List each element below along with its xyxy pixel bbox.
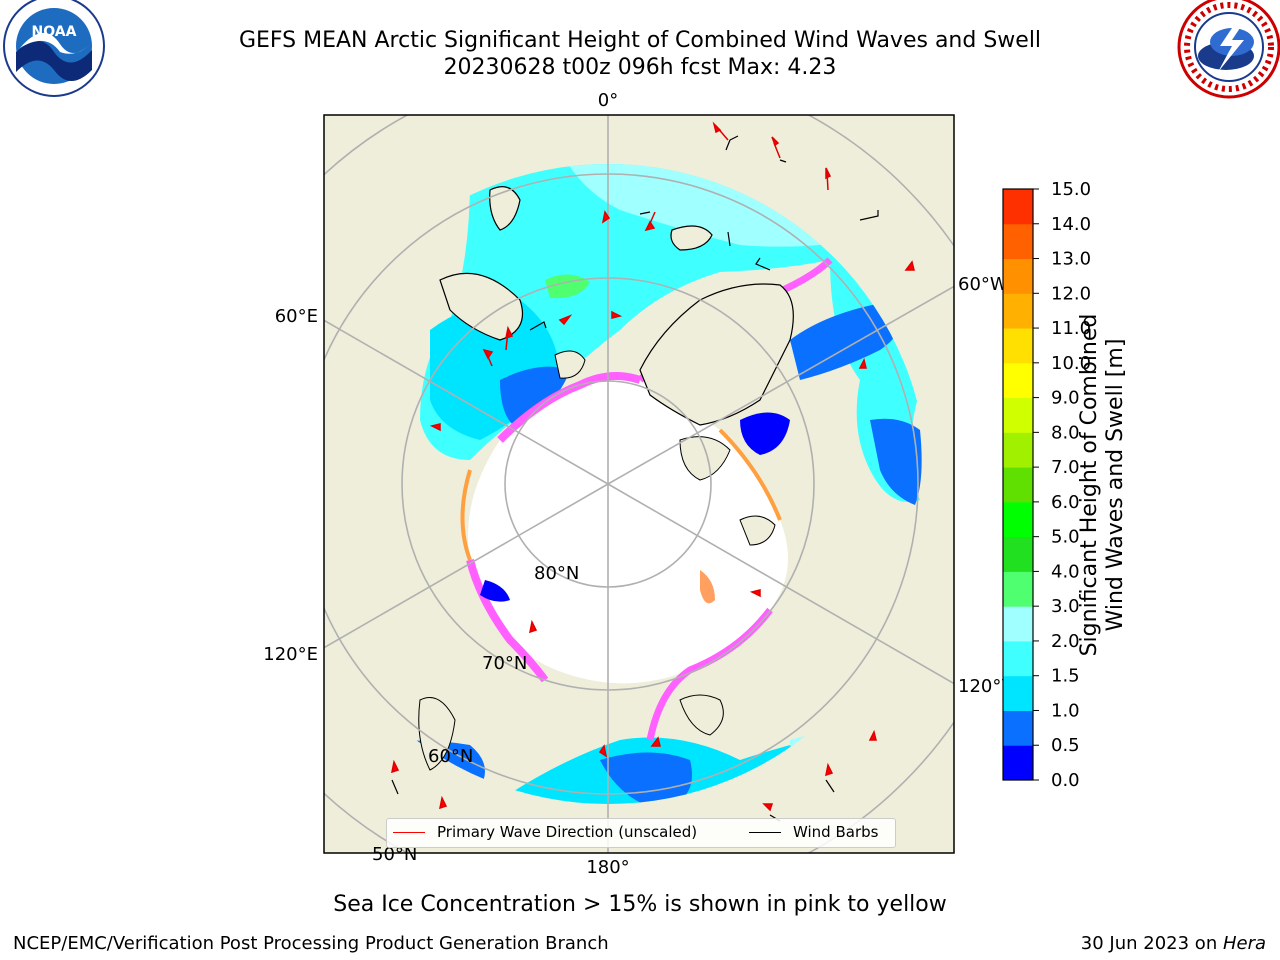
colorbar-segment: [1003, 397, 1033, 433]
colorbar-segment: [1003, 258, 1033, 294]
land-kamchatka: [418, 697, 456, 771]
land-victoria-island: [739, 515, 776, 546]
colorbar-segment: [1003, 640, 1033, 677]
ice-patch-beaufort: [700, 570, 715, 604]
wave-field-baffin-bay: [740, 412, 790, 455]
colorbar-segment: [1003, 189, 1033, 225]
ice-edge-kara: [460, 469, 472, 561]
lon-label-60e: 60°E: [275, 306, 318, 327]
colorbar-tick-label: 2.0: [1051, 631, 1080, 652]
sea-ice-caption: Sea Ice Concentration > 15% is shown in …: [333, 892, 947, 917]
lat-label-50n: 50°N: [372, 844, 417, 865]
wave-field-baffin-low: [790, 300, 903, 380]
colorbar-tick-label: 8.0: [1051, 422, 1080, 443]
footer-date: 30 Jun 2023 on Hera: [1081, 933, 1266, 954]
colorbar-tick-label: 9.0: [1051, 388, 1080, 409]
colorbar-tick-label: 13.0: [1051, 249, 1091, 270]
legend-item-wave-direction: Primary Wave Direction (unscaled): [393, 823, 697, 841]
lat-label-60n: 60°N: [428, 746, 473, 767]
footer-organization: NCEP/EMC/Verification Post Processing Pr…: [13, 933, 609, 954]
lon-label-180: 180°: [586, 857, 629, 878]
colorbar-tick-label: 7.0: [1051, 457, 1080, 478]
colorbar-frame: [1002, 188, 1034, 781]
colorbar-tick-label: 5.0: [1051, 527, 1080, 548]
colorbar-label: Significant Height of Combined Wind Wave…: [1077, 305, 1129, 665]
legend-label-wind-barbs: Wind Barbs: [793, 823, 879, 841]
colorbar-segment: [1003, 432, 1033, 468]
colorbar-tick-label: 1.0: [1051, 700, 1080, 721]
legend-label-wave-direction: Primary Wave Direction (unscaled): [437, 823, 698, 841]
wave-direction-arrows: [391, 121, 915, 812]
land-british-isles: [489, 186, 521, 231]
colorbar-tick-label: 11.0: [1051, 318, 1091, 339]
map-frame: [323, 114, 955, 854]
colorbar-tick-label: 4.0: [1051, 561, 1080, 582]
chart-subtitle: 20230628 t00z 096h fcst Max: 4.23: [443, 55, 837, 80]
land-svalbard: [554, 350, 586, 379]
nws-logo: [1177, 0, 1280, 99]
colorbar-segment: [1003, 745, 1033, 781]
noaa-logo-text: NOAA: [32, 24, 77, 40]
wave-field-laptev: [480, 580, 510, 602]
lat-label-80n: 80°N: [534, 563, 579, 584]
colorbar-tick-label: 0.0: [1051, 770, 1080, 791]
lat-label-70n: 70°N: [482, 653, 527, 674]
lon-label-120e: 120°E: [263, 644, 318, 665]
colorbar-segment: [1003, 467, 1033, 503]
colorbar-label-line2: Wind Waves and Swell [m]: [1103, 338, 1128, 632]
colorbar: 0.0 0.5 1.0 1.5 2.0 3.0 4.0 5.0 6.0 7.0 8.0 9.0 10.0…: [1002, 179, 1091, 791]
colorbar-tick-label: 1.5: [1051, 666, 1080, 687]
colorbar-tick-label: 6.0: [1051, 492, 1080, 513]
wave-field-barents-low: [500, 366, 570, 430]
colorbar-tick-label: 10.0: [1051, 353, 1091, 374]
colorbar-segment: [1003, 536, 1033, 572]
colorbar-segment: [1003, 675, 1033, 711]
colorbar-label-line1: Significant Height of Combined: [1077, 313, 1102, 657]
land-scandinavia: [439, 272, 524, 341]
ice-edge-siberia: [466, 559, 549, 683]
lon-label-0: 0°: [598, 90, 618, 111]
colorbar-tick-label: 15.0: [1051, 179, 1091, 200]
land-ellesmere: [679, 436, 731, 481]
wave-field-hudson-strait: [870, 418, 922, 505]
colorbar-segment: [1003, 710, 1033, 746]
land-alaska-coast: [679, 694, 724, 736]
colorbar-segment: [1003, 606, 1033, 642]
colorbar-tick-label: 14.0: [1051, 214, 1091, 235]
colorbar-segment: [1003, 328, 1033, 364]
wind-barbs: [391, 135, 879, 822]
colorbar-segment: [1003, 293, 1033, 329]
legend-swatch-red: [393, 831, 425, 833]
footer-date-text: 30 Jun 2023 on: [1080, 933, 1223, 954]
colorbar-segment: [1003, 223, 1033, 260]
footer-host: Hera: [1222, 933, 1266, 954]
lon-label-60w: 60°W: [958, 274, 1008, 295]
chart-title: GEFS MEAN Arctic Significant Height of C…: [238, 28, 1042, 53]
map-legend: Primary Wave Direction (unscaled) Wind B…: [386, 818, 896, 848]
noaa-logo: NOAA: [3, 0, 105, 97]
legend-swatch-black: [749, 831, 781, 833]
map-graticule: [324, 115, 954, 853]
colorbar-segment: [1003, 362, 1033, 399]
ice-edge-canada: [718, 428, 782, 521]
colorbar-tick-label: 3.0: [1051, 596, 1080, 617]
colorbar-segment: [1003, 501, 1033, 538]
wave-field-atlantic-mid: [560, 164, 860, 247]
colorbar-segment: [1003, 571, 1033, 607]
colorbar-tick-label: 12.0: [1051, 283, 1091, 304]
wave-field-bering-low: [600, 752, 692, 804]
colorbar-tick-label: 0.5: [1051, 735, 1080, 756]
map-panel: [323, 114, 955, 854]
land-iceland: [670, 225, 713, 251]
legend-item-wind-barbs: Wind Barbs: [749, 823, 878, 841]
